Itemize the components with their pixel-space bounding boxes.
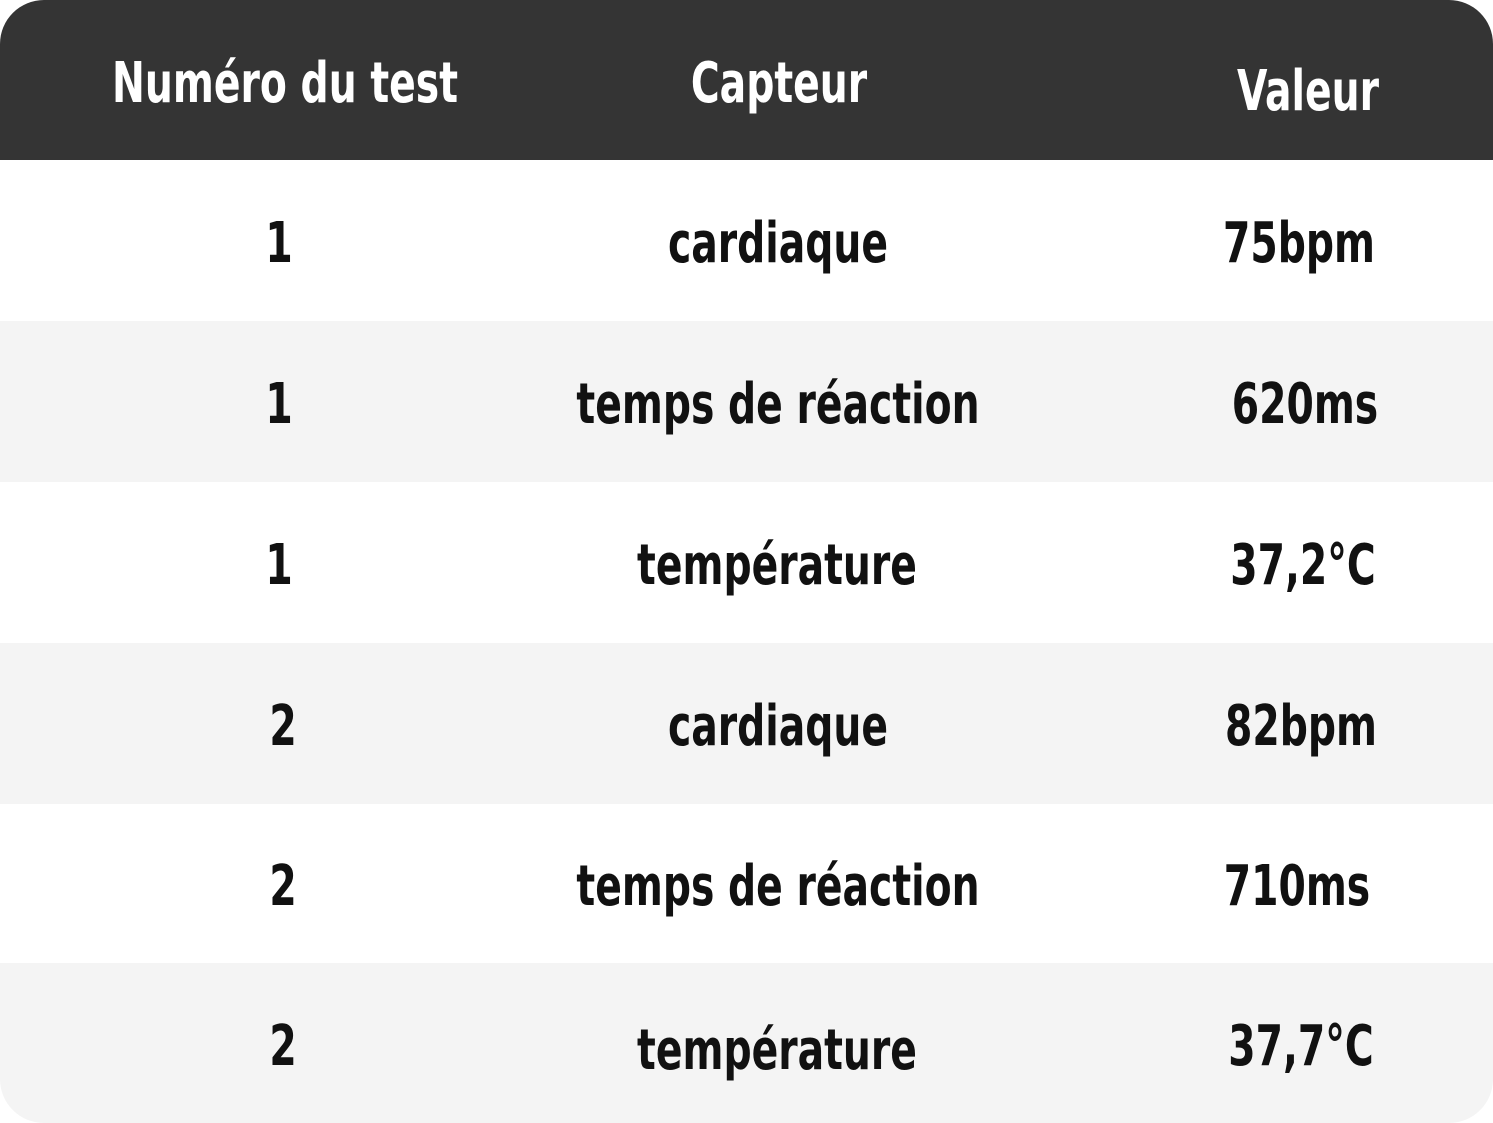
cell-sensor: température [637,1018,917,1083]
cell-sensor: cardiaque [667,211,889,276]
table-row: 1 cardiaque 75bpm [0,160,1493,321]
cell-test-number: 2 [269,854,297,919]
cell-value: 620ms [1231,372,1379,437]
table-header: Numéro du test Capteur Valeur [0,0,1493,160]
cell-value: 37,7°C [1228,1014,1374,1079]
table-row: 2 cardiaque 82bpm [0,643,1493,804]
cell-test-number: 2 [269,1014,297,1079]
table-row: 1 température 37,2°C [0,482,1493,643]
header-sensor: Capteur [690,51,868,116]
cell-sensor: temps de réaction [576,372,980,437]
table-row: 2 température 37,7°C [0,963,1493,1123]
cell-value: 82bpm [1225,694,1377,759]
cell-test-number: 1 [265,533,293,598]
table-row: 2 temps de réaction 710ms [0,803,1493,964]
header-test-number: Numéro du test [112,51,458,116]
cell-test-number: 1 [265,211,293,276]
header-value: Valeur [1236,59,1380,124]
cell-value: 710ms [1223,854,1371,919]
cell-test-number: 1 [265,372,293,437]
cell-value: 75bpm [1223,211,1375,276]
cell-sensor: temps de réaction [576,854,980,919]
cell-sensor: température [637,533,917,598]
cell-sensor: cardiaque [667,694,889,759]
cell-value: 37,2°C [1230,533,1376,598]
table-row: 1 temps de réaction 620ms [0,321,1493,482]
cell-test-number: 2 [269,694,297,759]
